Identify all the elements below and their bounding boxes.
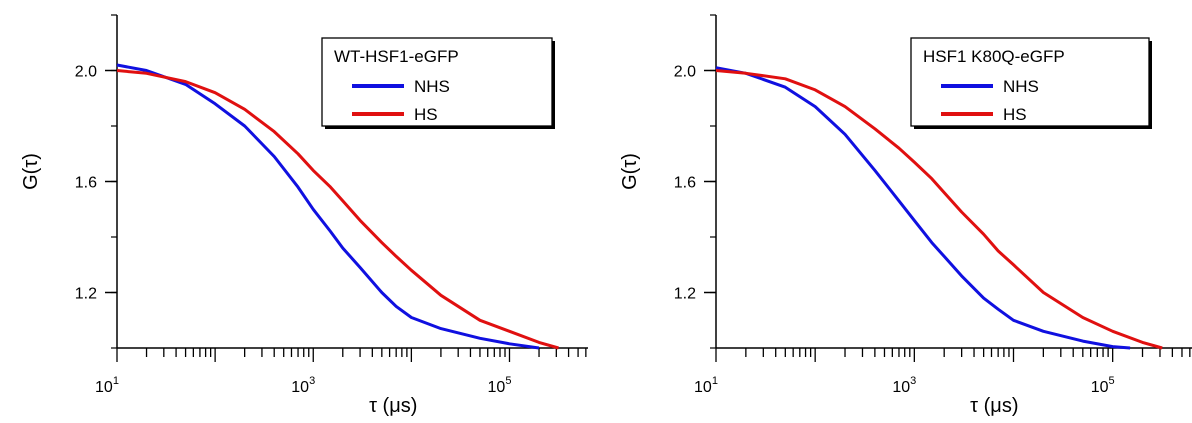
series-line-nhs xyxy=(715,66,1131,350)
legend-label-nhs: NHS xyxy=(414,77,450,96)
y-tick-label: 1.6 xyxy=(674,175,696,192)
x-tick-label: 103 xyxy=(291,375,315,396)
x-axis-title: τ (μs) xyxy=(369,395,417,417)
legend-title: WT-HSF1-eGFP xyxy=(334,47,459,66)
y-tick-label: 2.0 xyxy=(674,64,696,81)
legend-title: HSF1 K80Q-eGFP xyxy=(923,47,1065,66)
chart-panel-2: 1.2 1.6 2.0 101 103 105 G(τ) τ (μs) HSF1 K80Q-eG… xyxy=(619,14,1192,417)
legend-label-hs: HS xyxy=(414,105,438,124)
x-tick-label: 105 xyxy=(1091,375,1115,396)
x-tick-label: 103 xyxy=(892,375,916,396)
series-line-hs xyxy=(116,69,559,350)
series-line-hs xyxy=(715,69,1163,350)
series-line-nhs xyxy=(116,63,540,350)
legend-box xyxy=(910,37,1150,127)
y-tick-label: 1.2 xyxy=(674,286,696,303)
legend-box xyxy=(321,37,553,127)
legend-label-nhs: NHS xyxy=(1003,77,1039,96)
x-tick-label: 101 xyxy=(95,375,119,396)
y-axis-title: G(τ) xyxy=(619,153,641,190)
x-tick-label: 101 xyxy=(694,375,718,396)
chart-panel-1: 1.2 1.6 2.0 101 103 105 G(τ) τ (μs) WT-HSF1-eGFP… xyxy=(20,14,588,417)
y-axis-title: G(τ) xyxy=(20,153,42,190)
y-tick-label: 1.2 xyxy=(75,286,97,303)
x-axis-title: τ (μs) xyxy=(970,395,1018,417)
legend-label-hs: HS xyxy=(1003,105,1027,124)
y-tick-label: 2.0 xyxy=(75,64,97,81)
y-tick-label: 1.6 xyxy=(75,175,97,192)
x-tick-label: 105 xyxy=(488,375,512,396)
